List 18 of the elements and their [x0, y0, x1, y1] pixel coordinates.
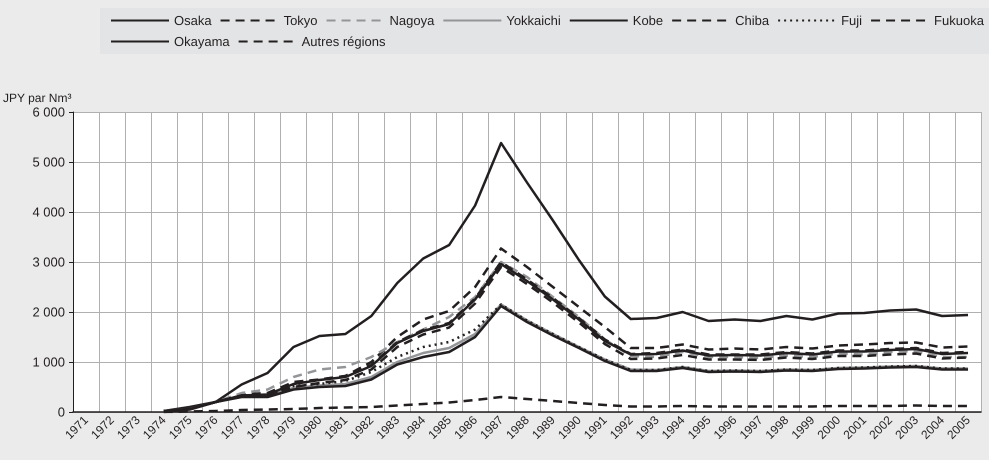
y-tick-label: 2 000 — [32, 304, 65, 320]
legend-label: Nagoya — [390, 13, 436, 28]
legend-label: Fukuoka — [934, 13, 985, 28]
y-tick-label: 5 000 — [32, 154, 65, 170]
y-axis-title: JPY par Nm³ — [3, 91, 72, 105]
legend-label: Chiba — [735, 13, 770, 28]
legend-label: Tokyo — [284, 13, 318, 28]
legend-label: Osaka — [174, 13, 212, 28]
legend-label: Yokkaichi — [506, 13, 561, 28]
legend-label: Okayama — [174, 34, 230, 49]
y-tick-label: 3 000 — [32, 254, 65, 270]
y-tick-label: 4 000 — [32, 204, 65, 220]
legend-label: Autres régions — [302, 34, 386, 49]
legend-label: Fuji — [841, 13, 862, 28]
legend-label: Kobe — [632, 13, 664, 28]
y-tick-label: 0 — [58, 404, 65, 420]
y-tick-label: 1 000 — [32, 354, 65, 370]
y-tick-label: 6 000 — [32, 104, 65, 120]
